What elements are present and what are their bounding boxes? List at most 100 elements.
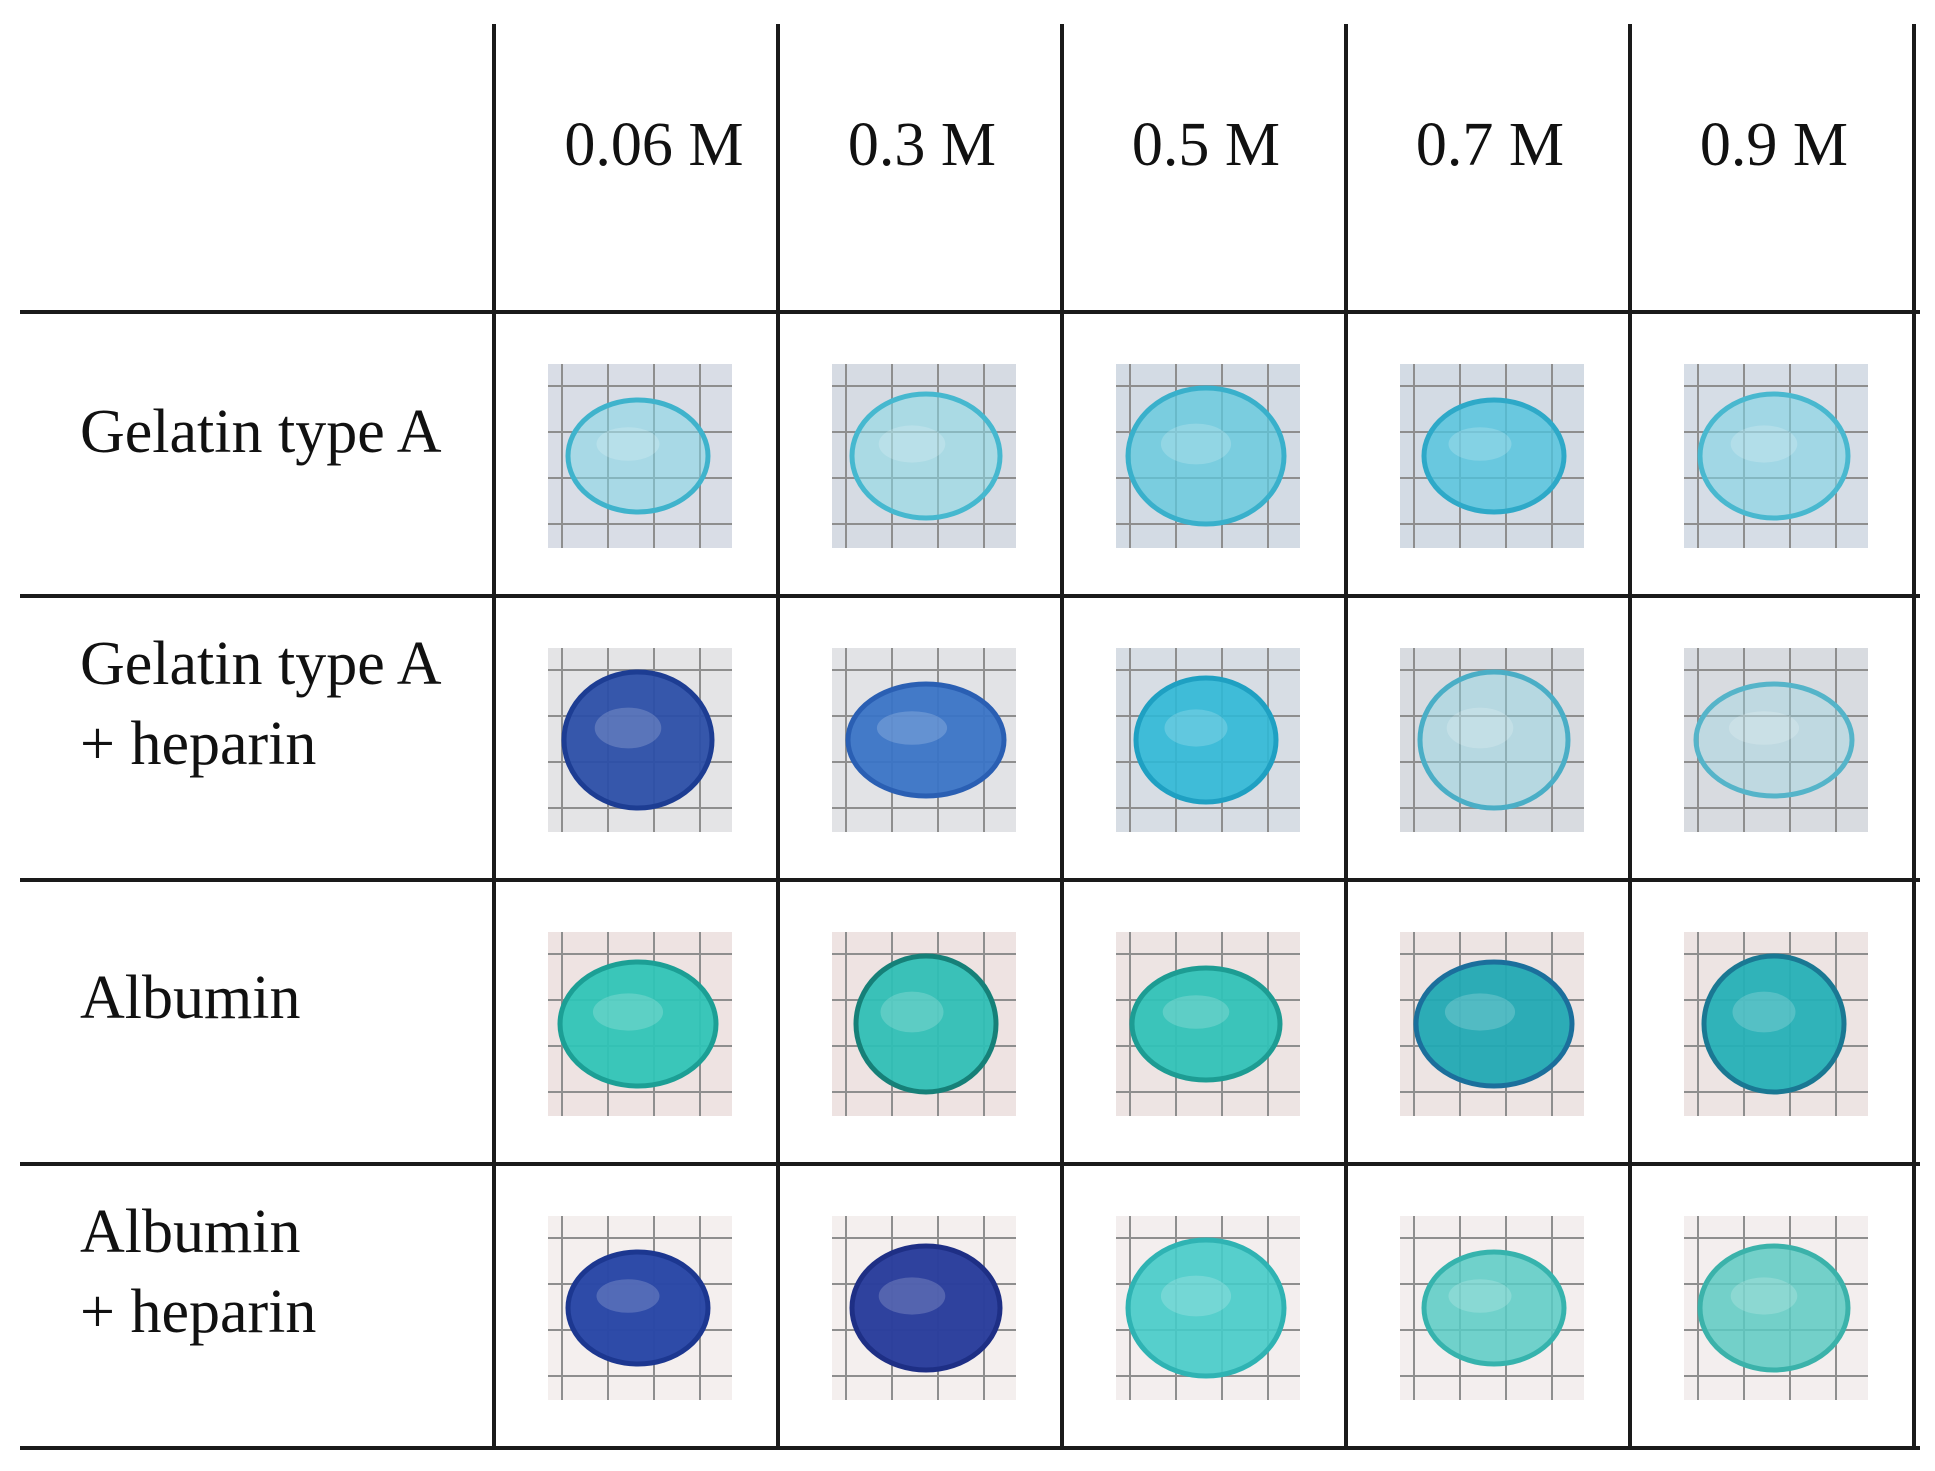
sample-photo: [548, 364, 732, 548]
sample-photo: [1116, 364, 1300, 548]
row-label-albumin: Albumin: [80, 958, 490, 1038]
hydrogel-sample: [1421, 1249, 1567, 1367]
grid-line-h: [20, 1446, 1920, 1450]
grid-line-v: [1912, 24, 1916, 1449]
sample-photo: [1400, 648, 1584, 832]
hydrogel-sample: [1417, 669, 1571, 811]
sample-photo-graphic: [548, 932, 732, 1116]
sample-highlight: [596, 1279, 660, 1313]
sample-photo: [1400, 364, 1584, 548]
column-header-0-7m: 0.7 M: [1415, 111, 1565, 179]
hydrogel-sample: [565, 1249, 711, 1367]
row-label-line: Gelatin type A: [80, 398, 442, 466]
sample-photo-graphic: [832, 364, 1016, 548]
sample-photo-graphic: [1684, 364, 1868, 548]
sample-photo-graphic: [1116, 1216, 1300, 1400]
photo-background: [1684, 648, 1868, 832]
column-header-0-06m: 0.06 M: [564, 111, 744, 179]
hydrogel-sample: [1701, 953, 1847, 1095]
hydrogel-sample: [565, 397, 711, 515]
sample-photo-graphic: [1116, 932, 1300, 1116]
grid-line-v: [1628, 24, 1632, 1449]
sample-highlight: [1444, 993, 1516, 1031]
sample-highlight: [1728, 711, 1800, 745]
sample-highlight: [880, 991, 944, 1033]
hydrogel-sample: [1125, 1237, 1287, 1379]
sample-photo-graphic: [1400, 932, 1584, 1116]
sample-photo-graphic: [1116, 648, 1300, 832]
grid-line-h: [20, 310, 1920, 314]
sample-highlight: [1164, 709, 1228, 747]
column-header-0-5m: 0.5 M: [1131, 111, 1281, 179]
sample-photo: [1684, 648, 1868, 832]
photo-background: [1400, 648, 1584, 832]
sample-highlight: [878, 1277, 946, 1315]
hydrogel-sample: [1697, 1243, 1851, 1373]
hydrogel-sample: [1129, 965, 1283, 1083]
hydrogel-sample: [845, 681, 1007, 799]
sample-photo-graphic: [548, 1216, 732, 1400]
row-label-gelatin-a: Gelatin type A: [80, 392, 490, 472]
hydrogel-sample: [1697, 391, 1851, 521]
row-label-line: Albumin: [80, 1198, 301, 1266]
sample-photo-graphic: [1400, 1216, 1584, 1400]
sample-highlight: [596, 427, 660, 461]
sample-photo-graphic: [832, 648, 1016, 832]
sample-photo: [548, 648, 732, 832]
column-header-0-3m: 0.3 M: [847, 111, 997, 179]
hydrogel-sample: [849, 391, 1003, 521]
sample-photo: [1684, 1216, 1868, 1400]
sample-photo: [1400, 932, 1584, 1116]
sample-highlight: [876, 711, 948, 745]
sample-photo: [832, 932, 1016, 1116]
hydrogel-sample: [1421, 397, 1567, 515]
sample-photo: [548, 1216, 732, 1400]
sample-highlight: [592, 993, 664, 1031]
sample-photo-graphic: [548, 648, 732, 832]
sample-photo: [832, 648, 1016, 832]
sample-photo-graphic: [1684, 932, 1868, 1116]
sample-highlight: [1160, 1275, 1232, 1317]
sample-photo: [1116, 648, 1300, 832]
grid-line-v: [776, 24, 780, 1449]
grid-line-h: [20, 1162, 1920, 1166]
sample-photo-graphic: [832, 1216, 1016, 1400]
sample-highlight: [1732, 991, 1796, 1033]
sample-photo-graphic: [1684, 648, 1868, 832]
column-header-0-9m: 0.9 M: [1699, 111, 1849, 179]
sample-photo: [1684, 364, 1868, 548]
row-label-line: + heparin: [80, 1278, 317, 1346]
hydrogel-sample: [557, 959, 719, 1089]
row-label-line: + heparin: [80, 710, 317, 778]
hydrogel-sample: [1133, 675, 1279, 805]
row-label-line: Albumin: [80, 964, 301, 1032]
sample-photo-graphic: [1400, 648, 1584, 832]
sample-photo-graphic: [1684, 1216, 1868, 1400]
sample-highlight: [1448, 1279, 1512, 1313]
sample-highlight: [878, 425, 946, 463]
sample-photo: [1684, 932, 1868, 1116]
sample-highlight: [594, 707, 662, 749]
sample-highlight: [1160, 423, 1232, 465]
sample-highlight: [1446, 707, 1514, 749]
hydrogel-sample: [1413, 959, 1575, 1089]
row-label-line: Gelatin type A: [80, 630, 442, 698]
grid-line-v: [492, 24, 496, 1449]
sample-photo: [548, 932, 732, 1116]
sample-photo: [1400, 1216, 1584, 1400]
hydrogel-sample: [561, 669, 715, 811]
hydrogel-sample: [853, 953, 999, 1095]
grid-line-h: [20, 594, 1920, 598]
grid-line-h: [20, 878, 1920, 882]
hydrogel-sample: [1125, 385, 1287, 527]
sample-photo-graphic: [1400, 364, 1584, 548]
grid-line-v: [1060, 24, 1064, 1449]
sample-photo: [832, 364, 1016, 548]
sample-photo: [832, 1216, 1016, 1400]
sample-photo-graphic: [1116, 364, 1300, 548]
sample-highlight: [1730, 1277, 1798, 1315]
sample-photo-graphic: [548, 364, 732, 548]
hydrogel-sample: [1693, 681, 1855, 799]
sample-highlight: [1730, 425, 1798, 463]
row-label-albumin-heparin: Albumin + heparin: [80, 1192, 490, 1352]
